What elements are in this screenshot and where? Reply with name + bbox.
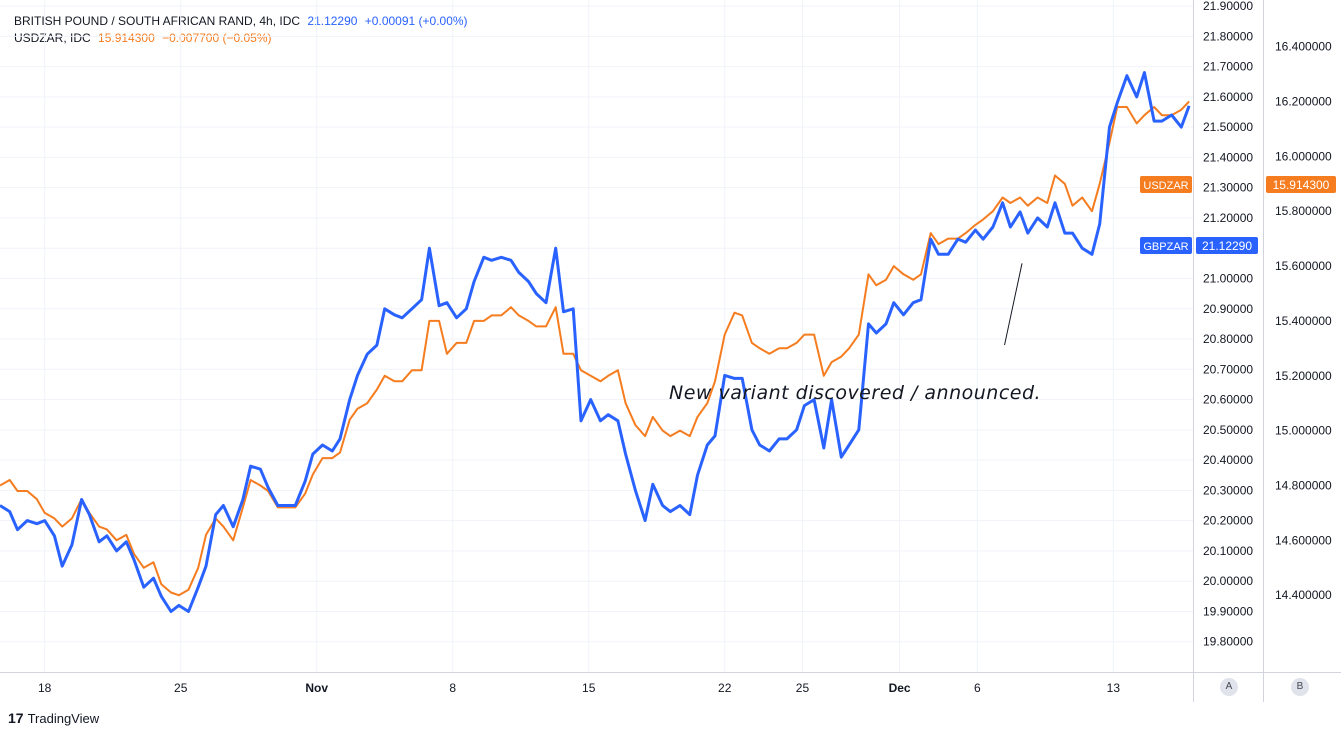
axis-a-tick: 21.20000 — [1203, 211, 1253, 225]
axis-a-tick: 21.60000 — [1203, 90, 1253, 104]
price-axis-b[interactable]: 14.400000 14.600000 14.800000 15.000000 15.2… — [1275, 40, 1332, 603]
legend-usdzar: USDZAR, IDC 15.914300 −0.007700 (−0.05%) — [14, 31, 276, 45]
legend-gbpzar-value: 21.12290 — [307, 14, 358, 28]
x-axis-tick: Nov — [305, 681, 328, 695]
legend-gbpzar-name: BRITISH POUND / SOUTH AFRICAN RAND, 4h, … — [14, 14, 301, 28]
x-axis-tick: 8 — [449, 681, 456, 695]
axis-b-tick: 16.000000 — [1275, 149, 1332, 163]
axis-b-tick: 15.800000 — [1275, 204, 1332, 218]
badge-gbpzar-symbol-text: GBPZAR — [1143, 241, 1188, 253]
annotation-arrow — [1004, 263, 1023, 346]
axis-a-button[interactable]: A — [1220, 678, 1238, 696]
x-axis-tick: 13 — [1107, 681, 1121, 695]
axis-b-tick: 15.400000 — [1275, 314, 1332, 328]
axis-a-tick: 20.40000 — [1203, 453, 1253, 467]
axis-a-tick: 21.80000 — [1203, 29, 1253, 43]
badge-usdzar-symbol-text: USDZAR — [1143, 180, 1188, 192]
legend-usdzar-change: −0.007700 (−0.05%) — [162, 31, 272, 45]
x-axis-tick: 6 — [974, 681, 981, 695]
axis-a-tick: 21.40000 — [1203, 150, 1253, 164]
series-line-usdzar — [0, 100, 1190, 597]
axis-a-tick: 20.50000 — [1203, 423, 1253, 437]
legend-usdzar-name: USDZAR, IDC — [14, 31, 91, 45]
legend-usdzar-value: 15.914300 — [98, 31, 155, 45]
tradingview-logo-icon: 17 — [8, 710, 24, 726]
axis-a-tick: 20.80000 — [1203, 332, 1253, 346]
x-axis-tick: 22 — [718, 681, 732, 695]
axis-a-tick: 21.90000 — [1203, 0, 1253, 13]
axis-a-tick: 20.30000 — [1203, 483, 1253, 497]
x-axis-tick: Dec — [889, 681, 911, 695]
axis-b-tick: 16.200000 — [1275, 94, 1332, 108]
axis-a-tick: 20.20000 — [1203, 514, 1253, 528]
axis-b-tick: 16.400000 — [1275, 40, 1332, 54]
axis-b-button[interactable]: B — [1291, 678, 1309, 696]
time-axis[interactable]: 18 25 Nov 8 15 22 25 Dec 6 13 — [38, 681, 1120, 695]
axis-a-tick: 20.60000 — [1203, 393, 1253, 407]
axis-b-tick: 15.200000 — [1275, 369, 1332, 383]
series-layer — [0, 71, 1191, 613]
x-axis-tick: 25 — [796, 681, 810, 695]
badge-gbpzar-value: 21.12290 — [1196, 237, 1258, 254]
axis-b-tick: 14.400000 — [1275, 588, 1332, 602]
badge-usdzar-value-text: 15.914300 — [1273, 178, 1330, 192]
tradingview-text: TradingView — [27, 711, 100, 726]
badge-usdzar-symbol: USDZAR — [1140, 176, 1192, 193]
axis-a-tick: 20.70000 — [1203, 362, 1253, 376]
axis-b-tick: 14.600000 — [1275, 533, 1332, 547]
badge-gbpzar-symbol: GBPZAR — [1140, 237, 1192, 254]
axis-a-tick: 19.90000 — [1203, 604, 1253, 618]
annotation-text: New variant discovered / announced. — [669, 382, 1041, 404]
grid — [0, 0, 1193, 672]
axis-a-tick: 21.50000 — [1203, 120, 1253, 134]
axis-a-tick: 20.00000 — [1203, 574, 1253, 588]
tradingview-watermark[interactable]: 17 TradingView — [8, 710, 99, 726]
annotation-group: New variant discovered / announced. — [669, 263, 1041, 404]
x-axis-tick: 25 — [174, 681, 188, 695]
axis-a-tick: 21.30000 — [1203, 181, 1253, 195]
axis-b-tick: 15.600000 — [1275, 259, 1332, 273]
badge-gbpzar-value-text: 21.12290 — [1202, 239, 1252, 253]
axis-a-tick: 21.70000 — [1203, 60, 1253, 74]
legend-gbpzar: BRITISH POUND / SOUTH AFRICAN RAND, 4h, … — [14, 14, 472, 28]
axis-a-tick: 20.90000 — [1203, 302, 1253, 316]
axis-b-tick: 14.800000 — [1275, 478, 1332, 492]
legend-gbpzar-change: +0.00091 (+0.00%) — [364, 14, 468, 28]
badge-usdzar-value: 15.914300 — [1266, 176, 1336, 193]
series-line-gbpzar — [0, 71, 1191, 613]
axis-b-tick: 15.000000 — [1275, 424, 1332, 438]
x-axis-tick: 15 — [582, 681, 596, 695]
axis-a-tick: 19.80000 — [1203, 635, 1253, 649]
x-axis-tick: 18 — [38, 681, 52, 695]
axis-a-tick: 20.10000 — [1203, 544, 1253, 558]
axis-a-tick: 21.00000 — [1203, 271, 1253, 285]
price-axis-a[interactable]: 19.80000 19.90000 20.00000 20.10000 20.20000… — [1203, 0, 1253, 649]
